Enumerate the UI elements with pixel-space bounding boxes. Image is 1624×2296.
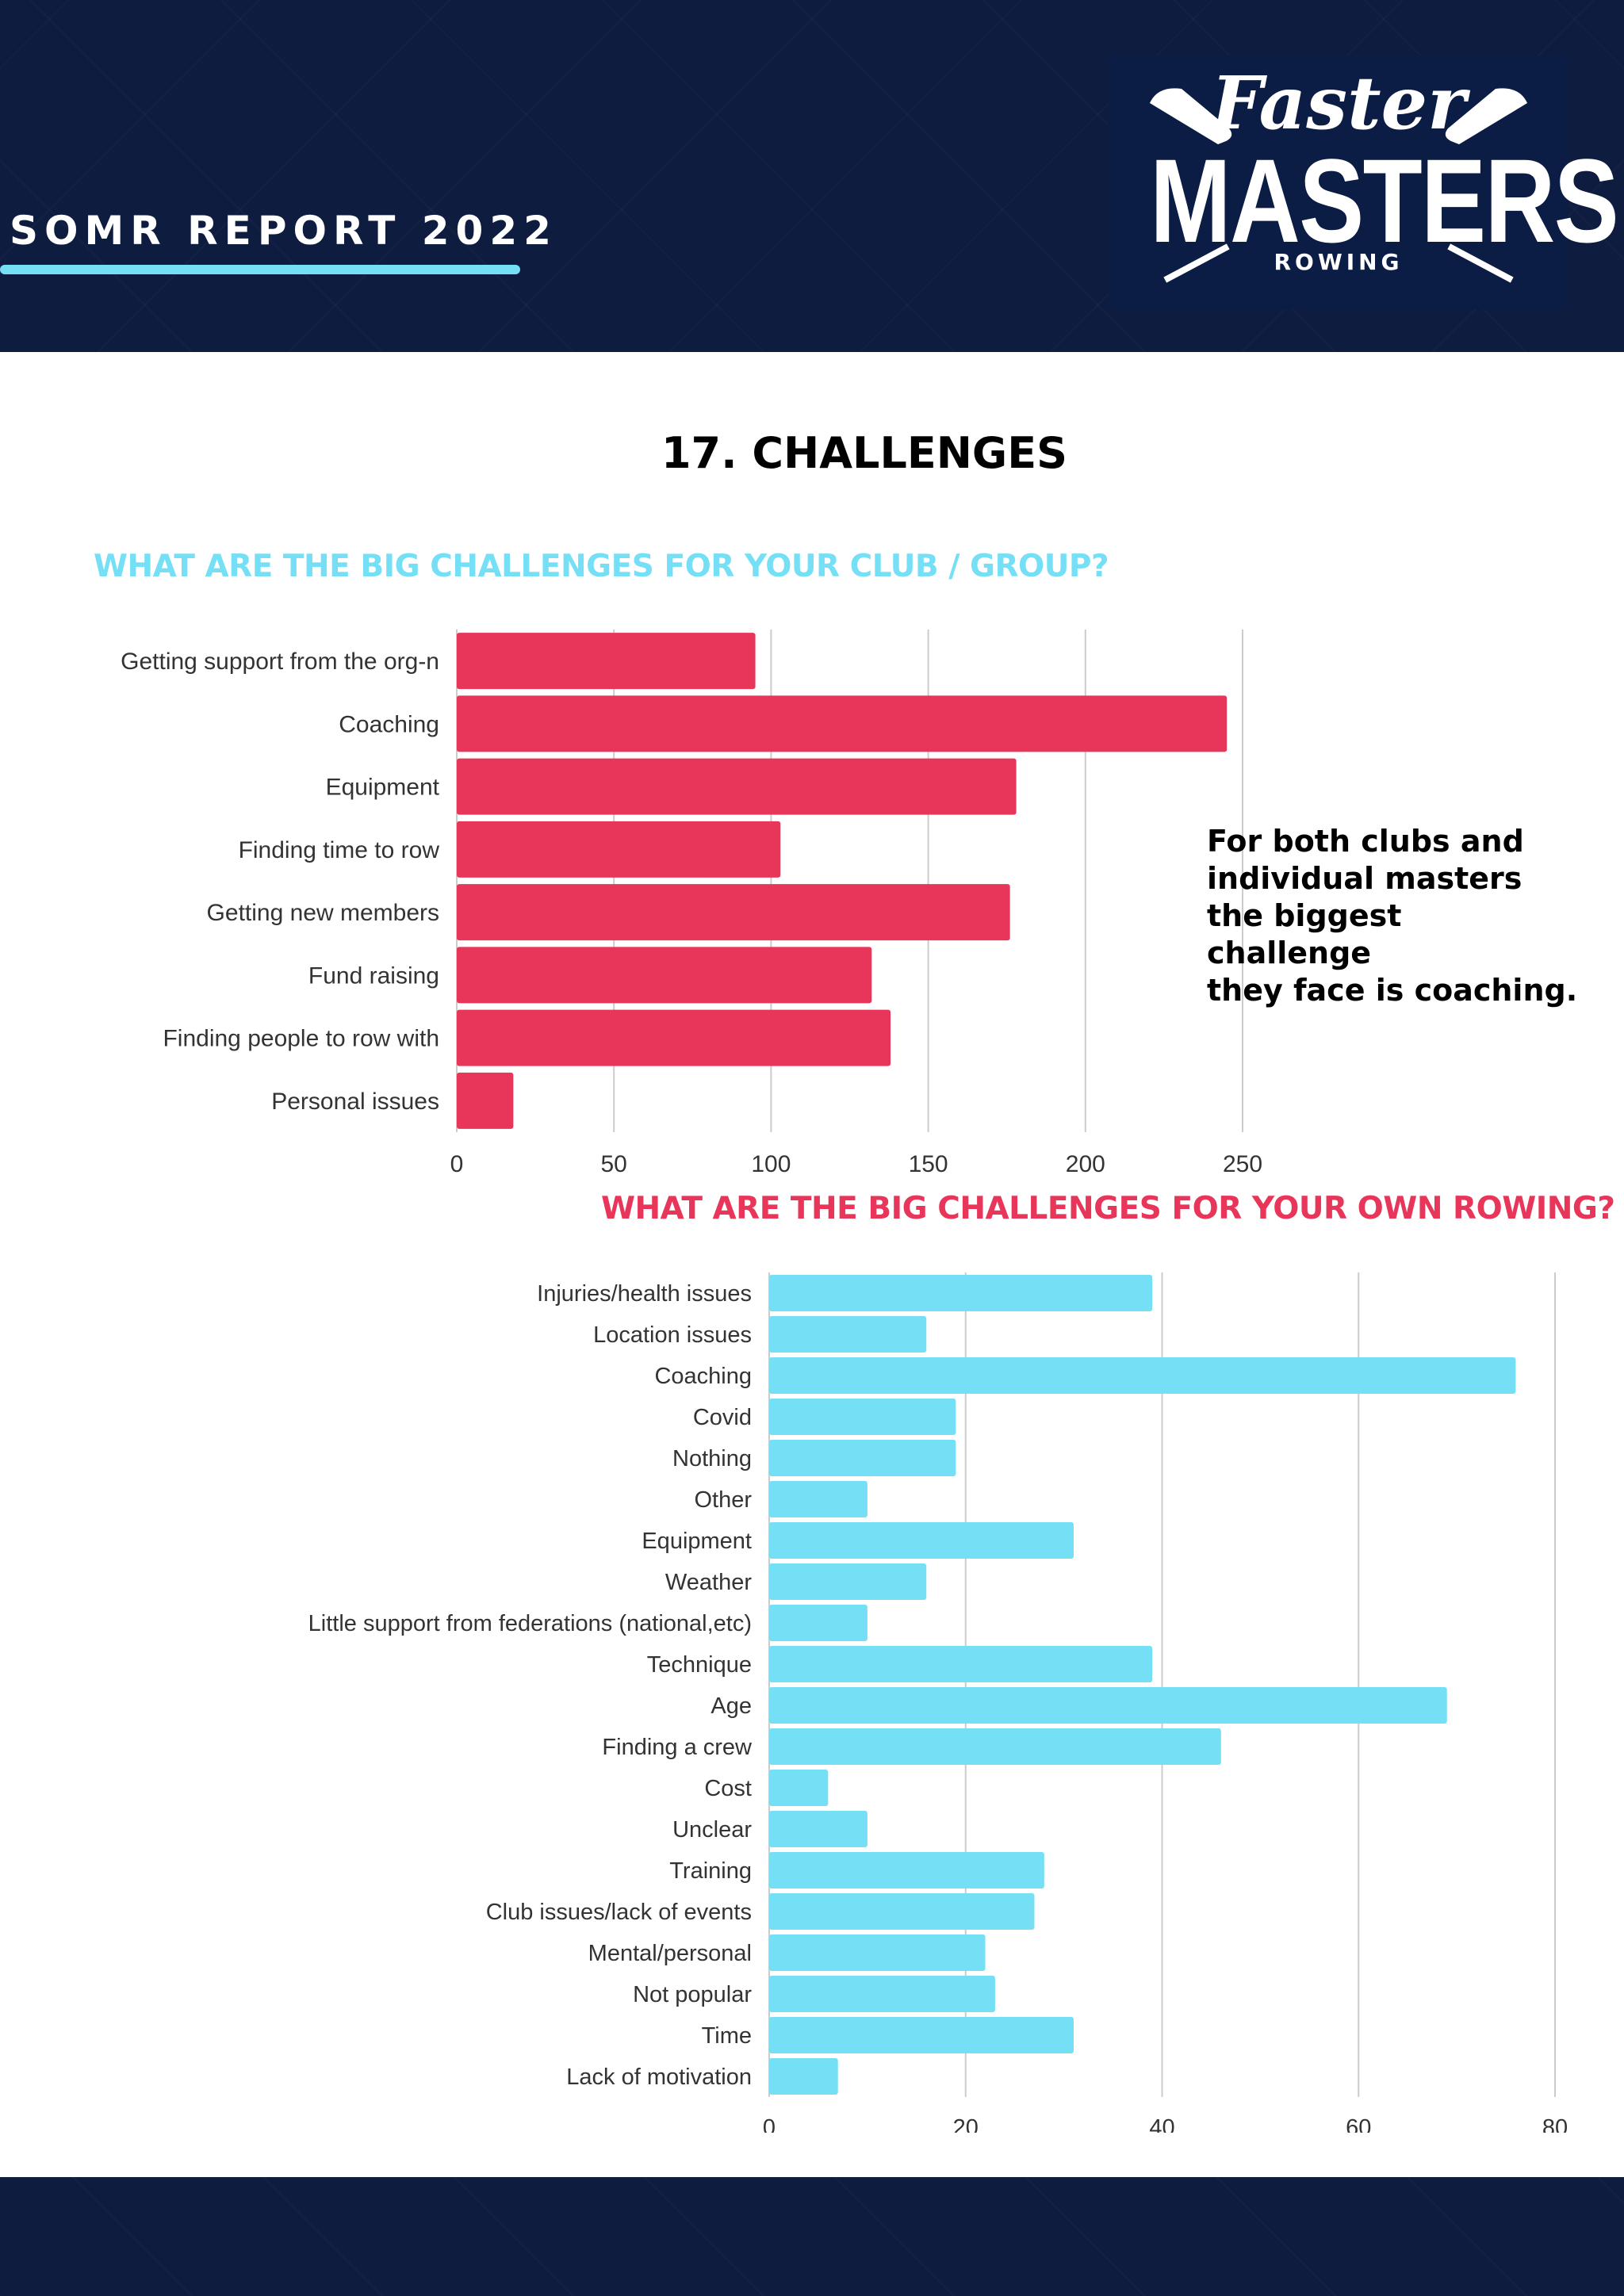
footer-banner xyxy=(0,2177,1624,2296)
category-label: Nothing xyxy=(672,1446,752,1471)
x-tick-label: 50 xyxy=(601,1151,627,1177)
category-label: Not popular xyxy=(633,1982,752,2007)
bar xyxy=(457,947,872,1004)
category-label: Equipment xyxy=(642,1529,752,1554)
bar xyxy=(769,1893,1035,1930)
category-label: Location issues xyxy=(593,1322,752,1348)
bar xyxy=(457,695,1228,752)
category-label: Covid xyxy=(693,1405,752,1430)
note-line: For both clubs and xyxy=(1207,824,1524,859)
bar xyxy=(769,1275,1153,1311)
bar xyxy=(769,1522,1074,1559)
x-tick-label: 150 xyxy=(909,1151,948,1177)
bar xyxy=(769,1399,956,1435)
logo-main-text: MASTERS xyxy=(1150,134,1619,267)
category-label: Training xyxy=(669,1858,752,1884)
category-label: Age xyxy=(710,1693,752,1719)
category-label: Coaching xyxy=(339,711,439,737)
category-label: Mental/personal xyxy=(588,1941,752,1966)
bar xyxy=(457,758,1017,815)
x-tick-label: 0 xyxy=(450,1151,464,1177)
x-tick-label: 100 xyxy=(751,1151,791,1177)
category-label: Finding people to row with xyxy=(163,1026,439,1052)
own-chart-title: WHAT ARE THE BIG CHALLENGES FOR YOUR OWN… xyxy=(601,1191,1615,1226)
bar xyxy=(769,1605,868,1641)
bar xyxy=(769,1811,868,1847)
bar xyxy=(769,1440,956,1476)
x-tick-label: 20 xyxy=(953,2115,979,2133)
bar xyxy=(769,1481,868,1517)
category-label: Coaching xyxy=(654,1364,752,1389)
x-tick-label: 0 xyxy=(763,2115,776,2133)
coaching-note: For both clubs and individual masters th… xyxy=(1207,823,1603,1009)
bar xyxy=(457,1072,514,1129)
title-underline xyxy=(0,265,520,274)
oars-icon xyxy=(1150,88,1527,283)
category-label: Weather xyxy=(665,1570,752,1595)
x-tick-label: 80 xyxy=(1542,2115,1568,2133)
bar xyxy=(769,1976,995,2012)
category-label: Other xyxy=(694,1487,752,1513)
logo-sub-text: ROWING xyxy=(1274,249,1404,275)
category-label: Little support from federations (nationa… xyxy=(308,1611,752,1636)
note-line: individual masters xyxy=(1207,861,1522,896)
category-label: Getting support from the org-n xyxy=(121,649,439,675)
bar xyxy=(457,633,756,690)
page-title: 17. CHALLENGES xyxy=(661,428,1068,478)
bar xyxy=(769,2017,1074,2053)
report-title: SOMR REPORT 2022 xyxy=(10,208,557,254)
club-chart-title: WHAT ARE THE BIG CHALLENGES FOR YOUR CLU… xyxy=(94,549,1109,584)
bar xyxy=(769,1357,1516,1394)
bar xyxy=(769,1687,1447,1724)
bar xyxy=(769,1316,927,1353)
category-label: Club issues/lack of events xyxy=(486,1900,752,1925)
x-tick-label: 60 xyxy=(1346,2115,1371,2133)
note-line: the biggest xyxy=(1207,898,1402,933)
bar xyxy=(769,1770,829,1806)
x-tick-label: 200 xyxy=(1066,1151,1105,1177)
category-label: Injuries/health issues xyxy=(537,1281,752,1307)
own-rowing-challenges-chart: 0 20 40 60 80 Injuries/health issues Location … xyxy=(308,1272,1568,2133)
bar xyxy=(769,1852,1044,1888)
x-tick-label: 250 xyxy=(1223,1151,1262,1177)
category-label: Equipment xyxy=(326,775,440,801)
x-tick-label: 40 xyxy=(1149,2115,1174,2133)
category-label: Cost xyxy=(704,1776,752,1801)
faster-masters-logo: Faster MASTERS ROWING xyxy=(1109,55,1619,309)
category-label: Getting new members xyxy=(207,900,439,926)
bar xyxy=(769,1563,927,1600)
category-label: Personal issues xyxy=(271,1089,439,1115)
bar xyxy=(769,1646,1153,1682)
category-label: Finding a crew xyxy=(602,1735,753,1760)
category-label: Technique xyxy=(647,1652,752,1678)
bar xyxy=(457,1009,891,1066)
bar xyxy=(769,2058,838,2095)
category-label: Fund raising xyxy=(308,962,439,989)
bar xyxy=(457,884,1010,941)
header-banner: SOMR REPORT 2022 Faster MASTERS ROWING xyxy=(0,0,1624,352)
bar xyxy=(457,821,781,878)
logo-script-text: Faster xyxy=(1211,60,1466,146)
category-label: Time xyxy=(702,2023,752,2049)
bar xyxy=(769,1934,986,1971)
note-line: they face is coaching. xyxy=(1207,973,1578,1008)
category-label: Lack of motivation xyxy=(566,2064,752,2090)
club-challenges-chart: 0 50 100 150 200 250 Getting support from the … xyxy=(121,629,1262,1177)
bar xyxy=(769,1728,1221,1765)
category-label: Finding time to row xyxy=(239,837,440,863)
note-line: challenge xyxy=(1207,936,1372,970)
category-label: Unclear xyxy=(672,1817,752,1843)
